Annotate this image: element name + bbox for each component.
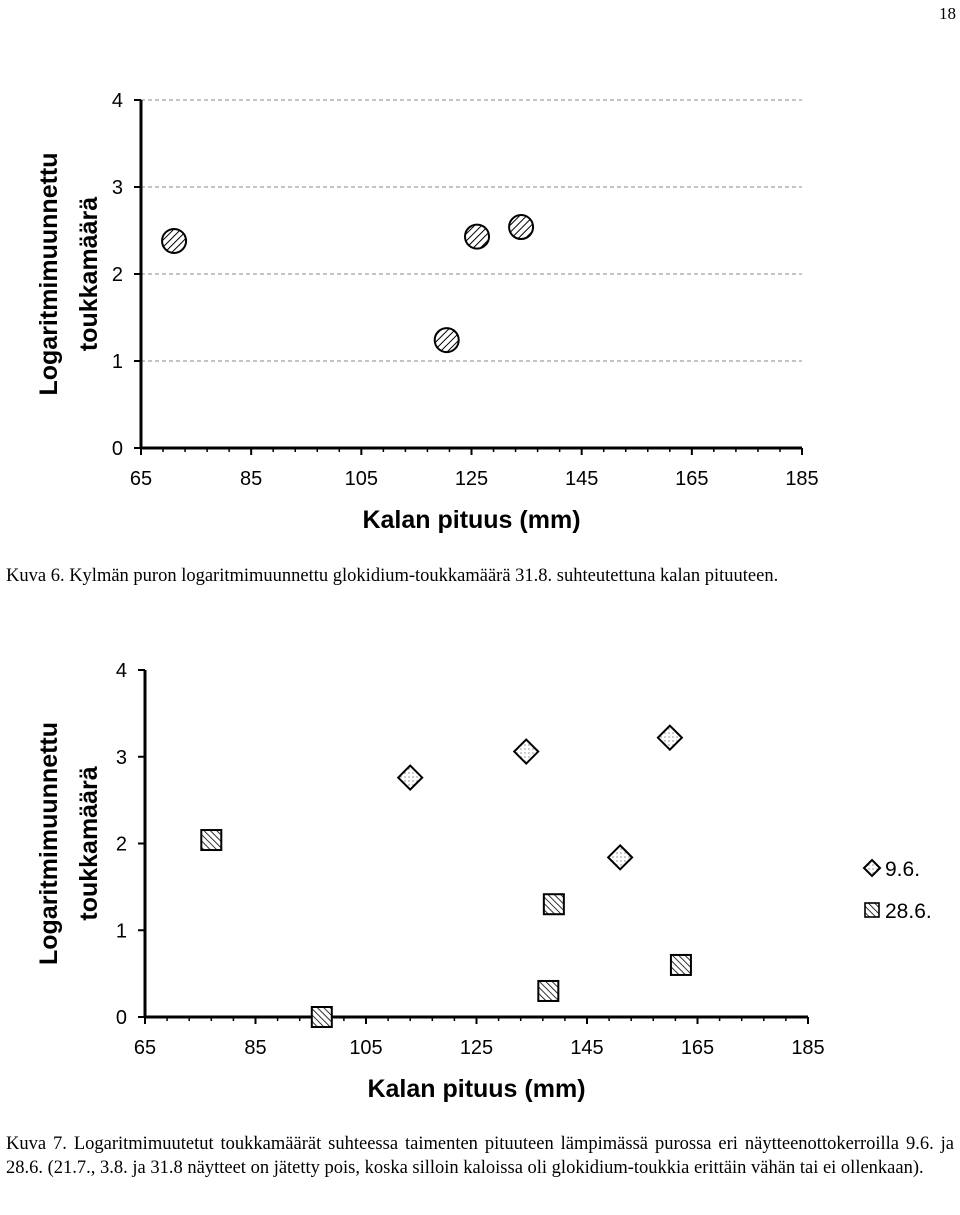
x-tick-label: 85 xyxy=(244,1037,266,1059)
y-axis-label-line: Logaritmimuunnettu xyxy=(35,722,63,965)
chart-figure-6: 0 1 2 3 4 65 85 105 125 145 165 185 Kalan pituus (mm… xyxy=(0,70,960,550)
page-number: 18 xyxy=(939,4,956,23)
y-tick-label: 3 xyxy=(116,747,127,769)
data-point-series-2 xyxy=(537,979,560,1002)
data-point-series-1 xyxy=(396,764,424,791)
y-axis-label-line: Logaritmimuunnettu xyxy=(35,152,63,395)
x-tick-label: 105 xyxy=(345,468,378,490)
x-tick-label: 165 xyxy=(675,468,708,490)
data-point-series-1 xyxy=(606,843,634,871)
x-tick-label: 85 xyxy=(240,468,262,490)
x-tick-label: 65 xyxy=(130,468,152,490)
caption-figure-6: Kuva 6. Kylmän puron logaritmimuunnettu … xyxy=(6,566,779,586)
y-axis-label: Logaritmimuunnettu toukkamäärä xyxy=(35,152,103,395)
y-tick-label: 4 xyxy=(116,660,127,682)
caption-figure-7: Kuva 7. Logaritmimuutetut toukkamäärät s… xyxy=(6,1134,954,1178)
chart-figure-7-svg: 0 1 2 3 4 65 85 105 125 145 165 185 Kalan pituus (mm… xyxy=(35,660,932,1103)
data-point-series-1 xyxy=(508,214,535,241)
y-tick-label: 2 xyxy=(116,834,127,856)
y-axis-label-line: toukkamäärä xyxy=(75,197,103,351)
x-tick-label: 145 xyxy=(565,468,598,490)
x-tick-label: 125 xyxy=(455,468,488,490)
x-axis-label: Kalan pituus (mm) xyxy=(367,1075,585,1103)
y-axis-label-line: toukkamäärä xyxy=(75,766,103,920)
x-tick-label: 125 xyxy=(460,1037,493,1059)
legend-marker xyxy=(862,858,882,878)
y-tick-label: 0 xyxy=(116,1007,127,1029)
y-tick-label: 0 xyxy=(112,438,123,460)
x-tick-label: 105 xyxy=(349,1037,382,1059)
y-tick-label: 1 xyxy=(116,920,127,942)
legend-label: 28.6. xyxy=(885,900,932,923)
y-tick-label: 2 xyxy=(112,264,123,286)
y-axis-label: Logaritmimuunnettu toukkamäärä xyxy=(35,722,103,965)
x-axis-label: Kalan pituus (mm) xyxy=(362,506,580,534)
data-point-series-2 xyxy=(542,893,565,916)
data-point-series-1 xyxy=(464,223,491,250)
chart-figure-6-svg: 0 1 2 3 4 65 85 105 125 145 165 185 Kalan pituus (mm… xyxy=(35,90,819,534)
data-point-series-1 xyxy=(656,724,684,752)
data-point-series-2 xyxy=(200,829,223,852)
x-tick-label: 185 xyxy=(785,468,818,490)
y-tick-label: 4 xyxy=(112,90,123,112)
x-tick-label: 185 xyxy=(791,1037,824,1059)
data-point-series-1 xyxy=(433,327,460,354)
data-point-series-2 xyxy=(310,1006,333,1028)
legend-marker xyxy=(864,902,880,918)
x-tick-label: 145 xyxy=(570,1037,603,1059)
data-point-series-2 xyxy=(669,953,692,976)
y-tick-label: 1 xyxy=(112,351,123,373)
x-tick-label: 65 xyxy=(134,1037,156,1059)
chart-figure-7: 0 1 2 3 4 65 85 105 125 145 165 185 Kalan pituus (mm… xyxy=(0,640,960,1110)
y-tick-label: 3 xyxy=(112,177,123,199)
data-point-series-1 xyxy=(512,738,540,765)
data-point-series-1 xyxy=(161,227,188,254)
legend-label: 9.6. xyxy=(885,858,920,881)
x-tick-label: 165 xyxy=(681,1037,714,1059)
